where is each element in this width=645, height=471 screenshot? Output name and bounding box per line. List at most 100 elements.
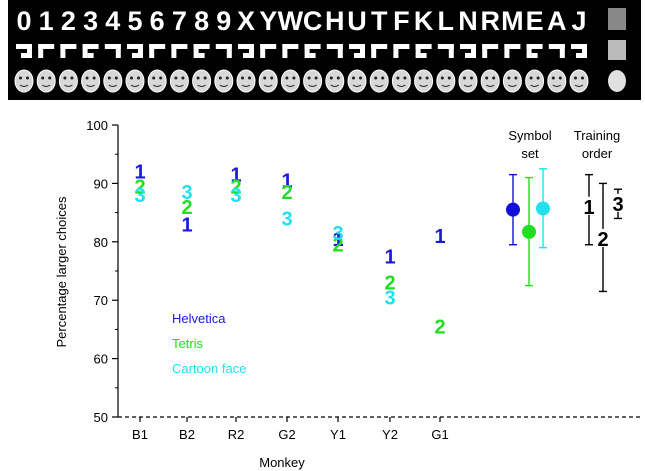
cartoon-face xyxy=(391,69,411,93)
helvetica-symbol: L xyxy=(438,6,455,36)
cartoon-face xyxy=(369,69,389,93)
data-point: 2 xyxy=(134,176,145,198)
data-point: 3 xyxy=(332,223,343,245)
helvetica-symbol: A xyxy=(547,6,567,36)
helvetica-symbol: 7 xyxy=(172,6,187,36)
helvetica-symbol: F xyxy=(393,6,410,36)
helvetica-symbol: Y xyxy=(259,6,277,36)
cartoon-face xyxy=(414,69,434,93)
data-point: 2 xyxy=(230,176,241,198)
helvetica-symbol: M xyxy=(501,6,524,36)
cartoon-face xyxy=(14,69,34,93)
panel-title: Symbol xyxy=(508,128,551,143)
data-point: 1 xyxy=(230,165,241,187)
cartoon-face xyxy=(436,69,456,93)
tetris-symbol xyxy=(127,44,143,58)
data-point: 1 xyxy=(181,214,192,236)
helvetica-symbol: E xyxy=(526,6,544,36)
tetris-symbol xyxy=(104,44,121,58)
data-point: 2 xyxy=(434,316,445,338)
tetris-symbol xyxy=(571,44,587,58)
helvetica-symbol: 8 xyxy=(194,6,209,36)
helvetica-symbol: N xyxy=(458,6,478,36)
cartoon-face xyxy=(502,69,522,93)
tetris-symbol xyxy=(16,44,32,58)
cartoon-face-row xyxy=(14,69,626,93)
mean-marker xyxy=(522,224,536,239)
cartoon-face xyxy=(569,69,589,93)
tetris-symbol xyxy=(393,44,410,58)
helvetica-symbol: W xyxy=(278,6,304,36)
data-point: 2 xyxy=(181,197,192,219)
x-tick-label: G1 xyxy=(431,427,448,442)
data-point: 1 xyxy=(434,226,445,248)
panel-title: order xyxy=(582,146,613,161)
cartoon-face xyxy=(192,69,212,93)
panel-title: set xyxy=(521,146,539,161)
tetris-symbol xyxy=(60,44,77,58)
y-tick-label: 100 xyxy=(86,118,108,133)
helvetica-symbol: 2 xyxy=(61,6,76,36)
x-tick-label: G2 xyxy=(278,427,295,442)
tetris-symbol xyxy=(260,44,277,58)
cartoon-face xyxy=(458,69,478,93)
x-tick-label: Y1 xyxy=(330,427,346,442)
mean-label: 3 xyxy=(612,194,623,216)
data-point: 1 xyxy=(332,229,343,251)
helvetica-symbol: 4 xyxy=(105,6,120,36)
tetris-symbol-row xyxy=(16,40,626,60)
tetris-symbol xyxy=(548,44,565,58)
helvetica-symbol: 6 xyxy=(150,6,165,36)
data-point: 2 xyxy=(281,182,292,204)
tetris-symbol xyxy=(304,44,321,58)
helvetica-symbol: T xyxy=(371,6,388,36)
cartoon-face xyxy=(103,69,123,93)
cartoon-face xyxy=(303,69,323,93)
tetris-symbol xyxy=(349,44,365,58)
cartoon-face xyxy=(258,69,278,93)
helvetica-symbol: 3 xyxy=(83,6,98,36)
data-point: 3 xyxy=(230,185,241,207)
tetris-symbol xyxy=(526,44,543,58)
tetris-symbol xyxy=(171,44,188,58)
tetris-symbol xyxy=(371,44,388,58)
helvetica-symbol: K xyxy=(414,6,434,36)
extra-tetris-thumb xyxy=(608,40,626,60)
helvetica-symbol: U xyxy=(347,6,367,36)
summary-panels: Symbol set Training order 123 xyxy=(506,128,624,293)
y-tick-label: 80 xyxy=(94,235,108,250)
tetris-symbol xyxy=(82,44,99,58)
helvetica-symbol: 9 xyxy=(216,6,231,36)
tetris-symbol xyxy=(460,44,476,58)
extra-face-thumb xyxy=(608,70,626,92)
data-point: 3 xyxy=(281,208,292,230)
data-point: 1 xyxy=(384,246,395,268)
tetris-symbol xyxy=(38,44,55,58)
tetris-symbol xyxy=(149,44,166,58)
data-point: 2 xyxy=(384,273,395,295)
cartoon-face xyxy=(525,69,545,93)
tetris-symbol xyxy=(504,44,521,58)
helvetica-symbol: R xyxy=(480,6,500,36)
y-tick-label: 60 xyxy=(94,352,108,367)
label-bg xyxy=(597,228,609,247)
helvetica-symbol: C xyxy=(303,6,323,36)
cartoon-face xyxy=(236,69,256,93)
panel-title: Training xyxy=(574,128,620,143)
helvetica-symbol: J xyxy=(571,6,586,36)
data-point: 3 xyxy=(134,185,145,207)
y-axis-label: Percentage larger choices xyxy=(54,196,69,348)
tetris-symbol xyxy=(193,44,210,58)
cartoon-face xyxy=(125,69,145,93)
tetris-symbol xyxy=(215,44,232,58)
axes: 50 60 70 80 90 100 B1 B2 R2 G2 Y1 Y2 G1 xyxy=(86,118,640,442)
x-tick-label: B1 xyxy=(132,427,148,442)
helvetica-symbol: X xyxy=(237,6,255,36)
y-tick-label: 50 xyxy=(94,410,108,425)
tetris-symbol xyxy=(482,44,499,58)
x-axis-label: Monkey xyxy=(259,455,305,470)
